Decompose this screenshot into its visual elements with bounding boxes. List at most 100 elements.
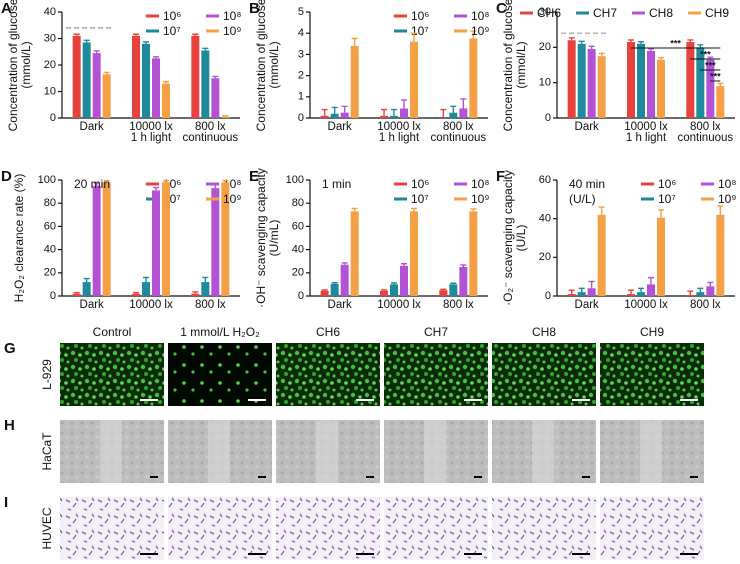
bar [82,42,91,118]
bar [587,49,596,118]
error-bar [411,207,417,212]
error-bar [222,115,229,117]
legend-label: 10⁹ [223,192,242,206]
error-bar [460,264,467,267]
bar [567,40,576,119]
bar [191,293,200,296]
bar [410,41,418,118]
bar [340,264,349,296]
legend-label: 10⁹ [471,192,490,206]
bar [380,115,388,118]
error-bar [391,108,397,116]
bar [350,45,359,118]
bar [142,43,150,118]
bar [92,185,101,296]
y-tick-label: 5 [298,6,304,18]
bar [647,284,655,296]
x-tick-label: 800 lx continuous [431,121,487,144]
error-bar [222,179,229,183]
x-tick-label: 800 lx continuous [183,121,239,144]
annotation: 40 min [569,177,605,191]
panel-letter: F [496,168,505,185]
error-bar [381,108,387,116]
y-axis-label: Concentration of glucose [254,0,268,131]
bar [706,59,715,118]
bar [400,108,408,118]
legend-label: 10⁷ [163,24,181,38]
y-axis-label: H₂O₂ clearance rate (%) [12,174,26,303]
error-bar [163,80,169,84]
error-bar [638,287,644,293]
x-tick-label: 10000 lx 1 h light [377,121,421,144]
error-bar [133,291,139,294]
error-bar [143,41,149,44]
bar [410,211,418,296]
error-bar [568,289,575,295]
panel-letter: D [1,168,12,185]
micrograph [600,343,704,406]
legend-label: 10⁶ [163,9,181,23]
bar [162,83,170,118]
bar [320,290,329,296]
legend-label: CH9 [705,6,729,20]
y-tick-label: 20 [44,59,56,71]
legend-label: 10⁸ [471,177,489,191]
error-bar [103,71,110,75]
error-bar [93,50,100,54]
error-bar [648,48,654,51]
annotation: (U/L) [569,192,596,206]
error-bar [578,40,585,44]
error-bar [658,56,664,60]
panel-letter: G [4,340,16,357]
y-tick-label: 0 [50,112,56,124]
legend-label: CH7 [593,6,617,20]
y-tick-label: 40 [44,6,56,18]
error-bar [450,282,457,285]
y-tick-label: 0 [298,112,304,124]
bar [221,182,230,296]
bar [201,282,210,296]
x-tick-label: Dark [575,299,600,311]
micrograph [168,343,272,406]
y-tick-label: 40 [539,213,551,225]
error-bar [192,33,199,36]
y-axis-label: (mmol/L) [267,41,281,88]
error-bar [588,45,595,50]
x-tick-label: Dark [328,121,353,133]
error-bar [401,263,407,266]
bar [320,115,329,118]
error-bar [351,37,358,46]
error-bar [331,106,338,114]
y-axis-label: (U/mL) [267,220,281,257]
y-tick-label: 30 [44,32,56,44]
bar [152,58,160,118]
legend-label: 10⁸ [223,9,241,23]
x-tick-label: Dark [80,299,105,311]
bar [390,284,398,296]
error-bar [321,289,328,291]
scratch-gap [316,420,338,483]
bar [201,50,210,118]
bar [400,265,408,296]
x-tick-label: 800 lx [690,299,721,311]
error-bar [192,291,199,294]
error-bar [212,75,219,79]
legend-label: 10⁸ [471,9,489,23]
bar [577,43,586,118]
x-tick-label: 10000 lx [624,299,668,311]
error-bar [411,32,417,42]
bar [132,293,140,296]
legend-label: 10⁹ [223,24,242,38]
error-bar [588,280,595,289]
bar [449,284,458,296]
error-bar [381,289,387,291]
bar [221,116,230,118]
legend-label: CH6 [537,6,561,20]
panel-letter: C [496,0,507,17]
error-bar [717,82,724,87]
x-tick-label: 800 lx continuous [678,121,734,144]
error-bar [341,105,348,113]
y-tick-label: 30 [539,6,551,18]
panel-letter: E [249,168,259,185]
legend-label: 10⁸ [718,177,736,191]
